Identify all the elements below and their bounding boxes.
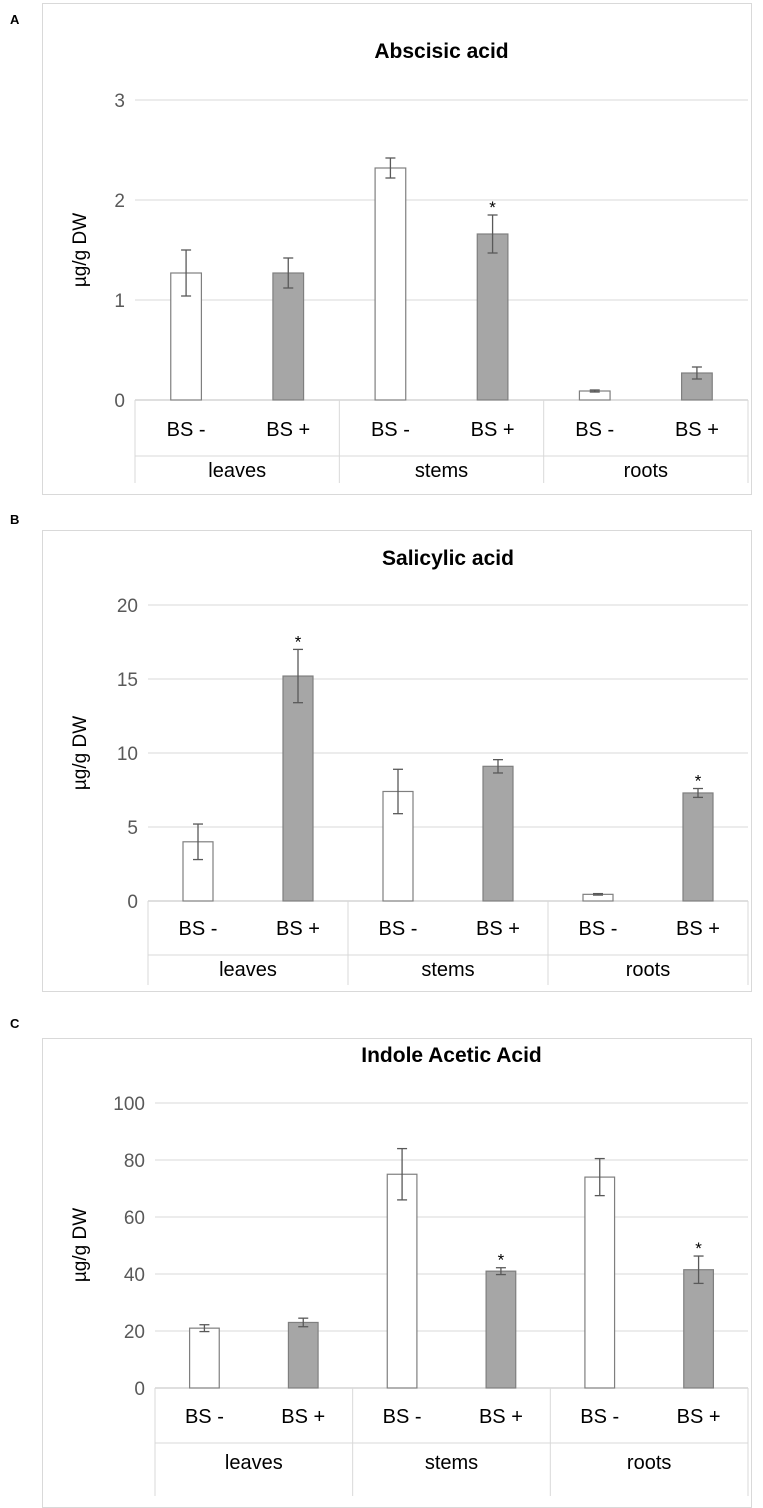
chart-title: Abscisic acid: [374, 40, 508, 63]
abscisic-acid-chart: Abscisic acid 0 1 2 3 µg/g DW BS - BS + BS - * BS …: [70, 40, 749, 483]
x-group-label: leaves: [219, 959, 277, 981]
y-tick-label: 60: [124, 1208, 145, 1229]
y-tick-label: 2: [114, 191, 125, 212]
y-tick-label: 0: [127, 892, 138, 913]
y-tick-label: 80: [124, 1151, 145, 1172]
significance-star: *: [498, 1251, 505, 1270]
bar: [188, 1327, 220, 1389]
panel-letter-b: B: [10, 512, 20, 527]
bar: [287, 1321, 319, 1389]
x-category-label: BS +: [266, 419, 310, 441]
chart-title: Salicylic acid: [382, 547, 514, 570]
y-tick-label: 10: [117, 744, 138, 765]
chart-frame-a: [42, 3, 752, 495]
y-tick-label: 1: [114, 291, 125, 312]
x-group-label: leaves: [208, 460, 266, 482]
x-category-label: BS +: [676, 918, 720, 940]
x-category-label: BS -: [371, 419, 410, 441]
significance-star: *: [695, 1239, 702, 1258]
significance-star: *: [695, 772, 702, 791]
bar: [386, 1173, 418, 1389]
y-tick-label: 15: [117, 670, 138, 691]
bar: [476, 233, 509, 401]
panel-letter-a: A: [10, 12, 20, 27]
significance-star: *: [489, 198, 496, 217]
salicylic-acid-chart: Salicylic acid 0 5 10 15 20 µg/g DW BS - * BS + BS…: [70, 547, 749, 985]
x-category-label: BS -: [167, 419, 206, 441]
x-category-label: BS +: [479, 1406, 523, 1428]
x-category-label: BS -: [575, 419, 614, 441]
x-group-label: stems: [421, 959, 474, 981]
x-category-label: BS -: [179, 918, 218, 940]
bar: [584, 1176, 616, 1389]
x-category-label: BS +: [471, 419, 515, 441]
bar: [485, 1270, 517, 1389]
y-axis-label: µg/g DW: [70, 213, 91, 287]
y-tick-label: 40: [124, 1265, 145, 1286]
x-category-label: BS -: [185, 1406, 224, 1428]
y-axis-label: µg/g DW: [70, 1208, 91, 1282]
y-tick-label: 0: [114, 391, 125, 412]
significance-star: *: [295, 632, 302, 651]
chart-frame-b: [42, 530, 752, 992]
x-category-label: BS +: [281, 1406, 325, 1428]
x-group-label: stems: [415, 460, 468, 482]
x-category-label: BS -: [383, 1406, 422, 1428]
panel-letter-c: C: [10, 1016, 20, 1031]
x-category-label: BS +: [276, 918, 320, 940]
y-tick-label: 100: [113, 1094, 145, 1115]
y-tick-label: 5: [127, 818, 138, 839]
x-category-label: BS -: [579, 918, 618, 940]
bar: [272, 272, 305, 401]
x-group-label: roots: [626, 959, 670, 981]
x-category-label: BS -: [379, 918, 418, 940]
bar: [182, 841, 214, 902]
y-axis-label: µg/g DW: [70, 716, 91, 790]
bar: [682, 792, 714, 902]
x-group-label: stems: [425, 1452, 478, 1474]
chart-title: Indole Acetic Acid: [361, 1044, 541, 1067]
y-tick-label: 3: [114, 91, 125, 112]
y-tick-label: 20: [124, 1322, 145, 1343]
x-group-label: roots: [627, 1452, 671, 1474]
bar: [482, 765, 514, 902]
y-tick-label: 0: [134, 1379, 145, 1400]
bar: [282, 675, 314, 902]
x-group-label: roots: [624, 460, 668, 482]
x-category-label: BS +: [476, 918, 520, 940]
bar: [374, 167, 407, 401]
x-category-label: BS +: [675, 419, 719, 441]
x-group-label: leaves: [225, 1452, 283, 1474]
bar: [683, 1269, 715, 1389]
x-category-label: BS -: [580, 1406, 619, 1428]
y-tick-label: 20: [117, 596, 138, 617]
x-category-label: BS +: [677, 1406, 721, 1428]
